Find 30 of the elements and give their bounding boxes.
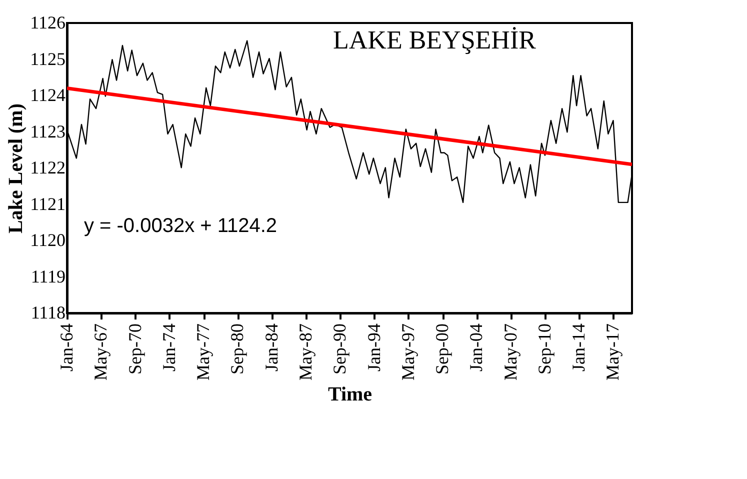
x-tick-label: Sep-80 (227, 324, 248, 374)
x-tick-label: Jan-04 (466, 324, 486, 372)
x-tick-label: May-87 (295, 324, 316, 380)
y-tick-label: 1119 (30, 266, 66, 286)
y-axis-title: Lake Level (m) (5, 104, 28, 234)
x-tick-label: May-07 (500, 324, 520, 380)
x-tick-label: Sep-70 (124, 324, 145, 374)
x-tick-label: Sep-00 (432, 324, 452, 374)
annotation: LAKE BEYŞEHİR (333, 25, 537, 54)
x-tick-label: May-17 (602, 324, 623, 380)
x-tick-label: Sep-10 (534, 324, 554, 374)
x-tick-label: May-67 (90, 324, 111, 380)
x-tick-label: Jan-84 (261, 324, 282, 372)
x-tick-label: Sep-90 (330, 324, 350, 374)
y-tick-label: 1121 (30, 194, 66, 214)
x-tick-label: Jan-14 (568, 324, 589, 372)
y-tick-label: 1120 (30, 230, 66, 250)
annotation: y = -0.0032x + 1124.2 (84, 215, 278, 237)
x-axis-title: Time (328, 383, 372, 406)
y-tick-label: 1118 (30, 302, 66, 322)
x-tick-label: Jan-74 (158, 324, 179, 372)
y-tick-label: 1124 (30, 85, 66, 105)
x-tick-label: May-77 (193, 324, 214, 380)
y-tick-label: 1125 (30, 48, 66, 69)
x-tick-label: Jan-94 (364, 324, 384, 372)
y-tick-label: 1123 (30, 121, 66, 142)
y-tick-label: 1126 (30, 12, 66, 32)
x-tick-label: May-97 (398, 324, 418, 380)
y-tick-label: 1122 (30, 158, 66, 178)
x-tick-label: Jan-64 (56, 324, 76, 372)
